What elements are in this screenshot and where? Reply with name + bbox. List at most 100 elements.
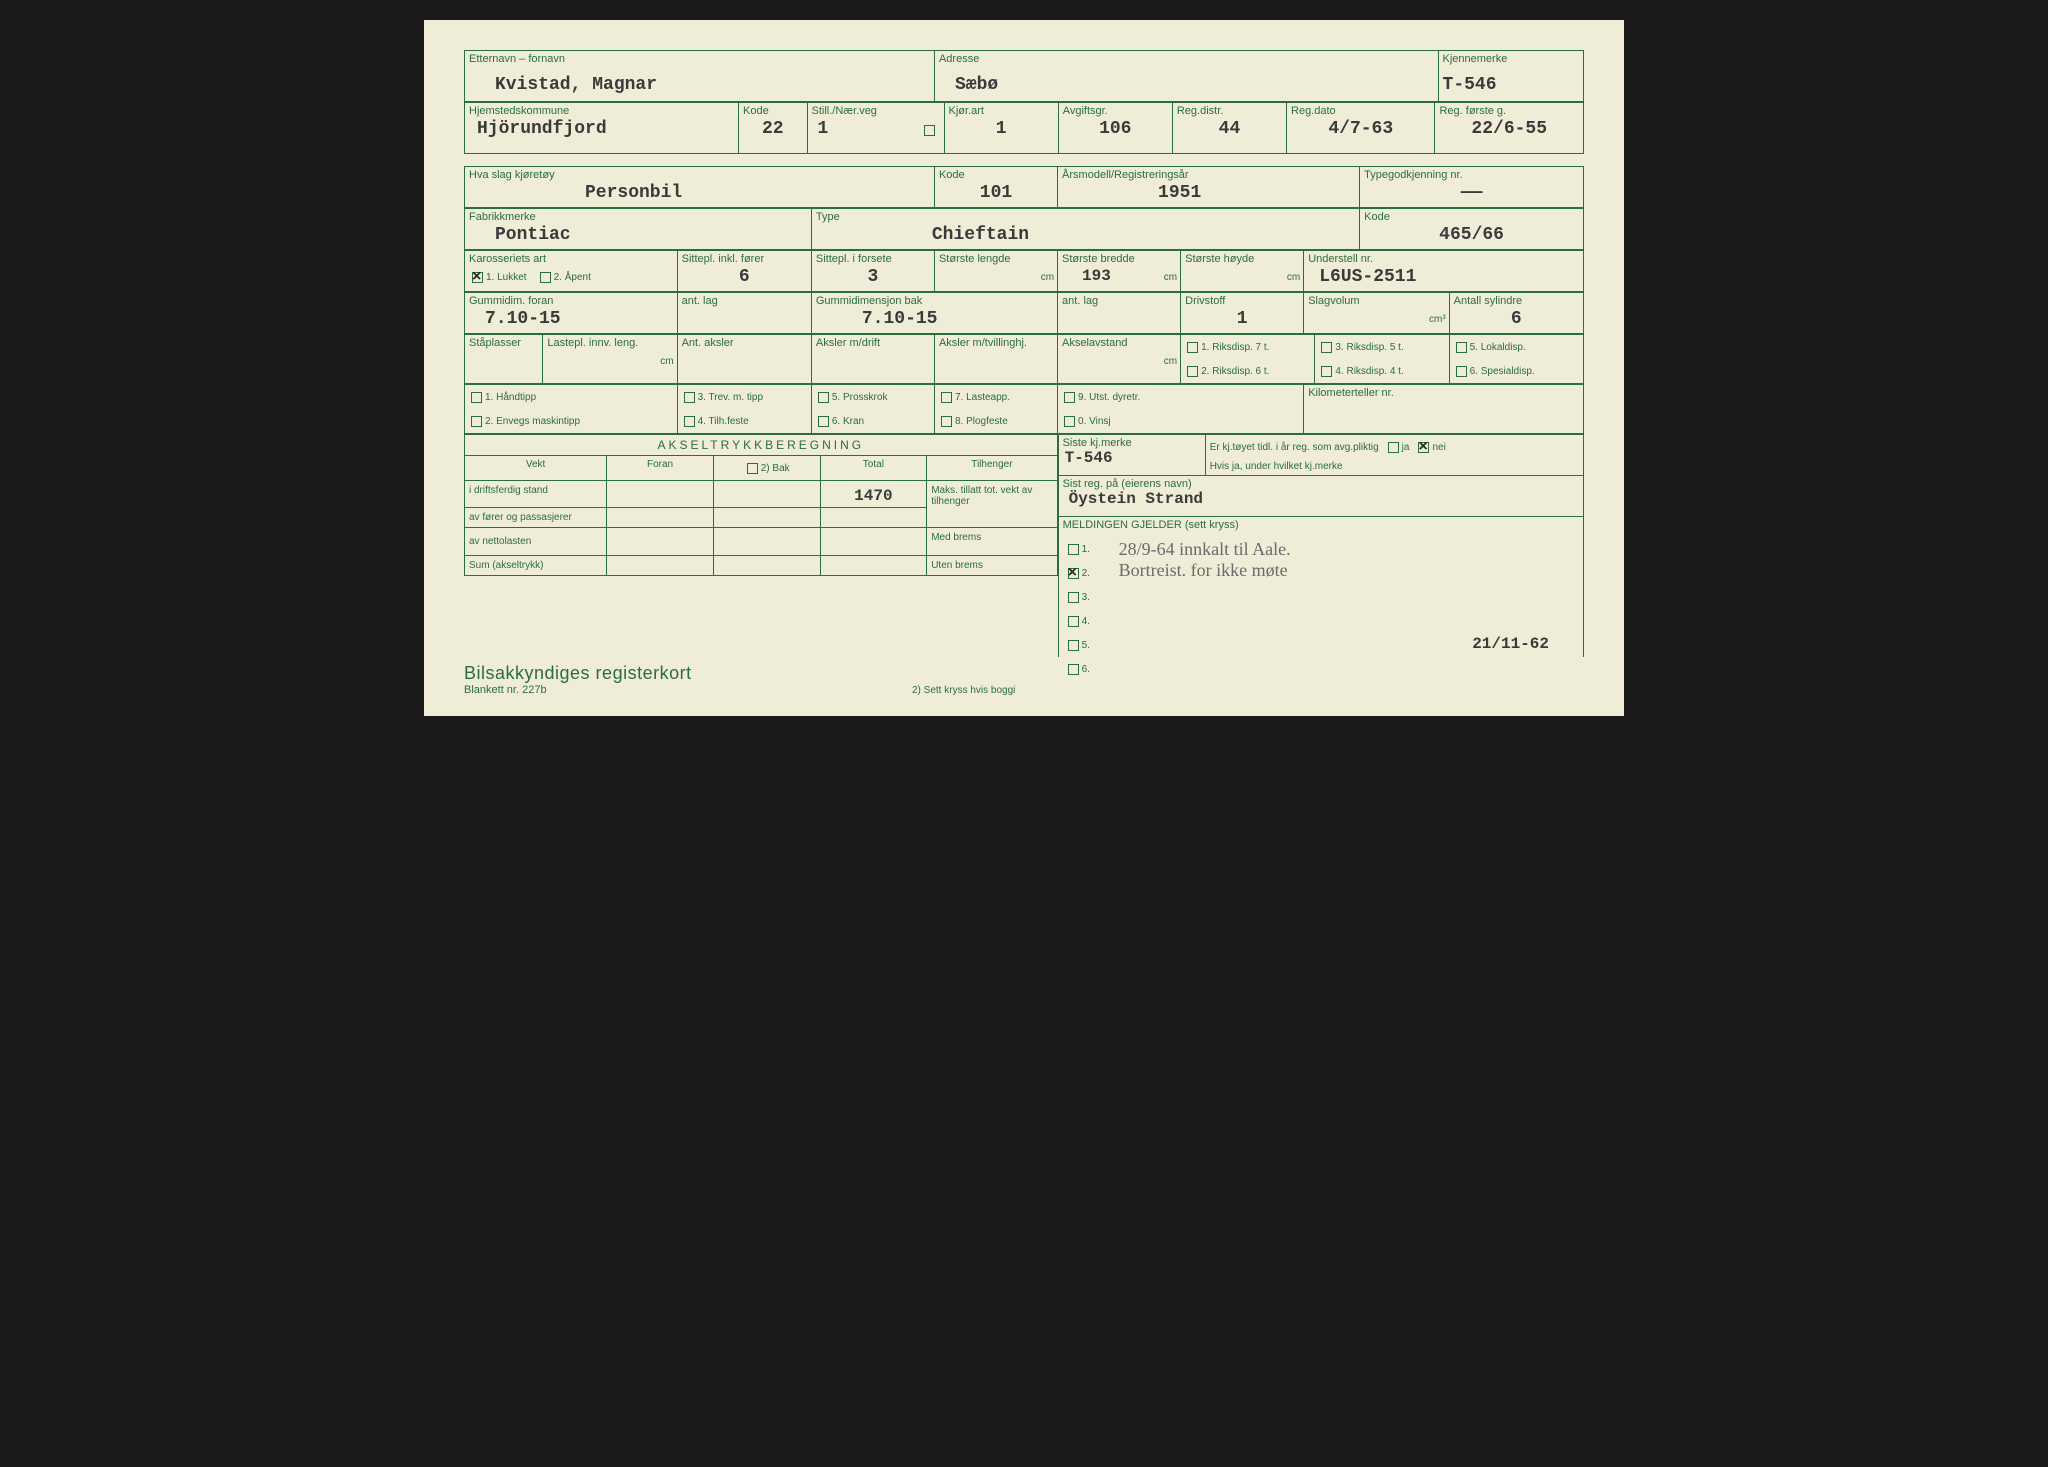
erkj-nei-cb[interactable] [1418,442,1429,453]
meld-cb-6[interactable] [1068,664,1079,675]
siste-kj-label: Siste kj.merke [1059,435,1205,449]
antlag2-label: ant. lag [1058,293,1180,307]
regdistr-label: Reg.distr. [1173,103,1286,117]
kode-value: 22 [739,117,806,143]
still-checkbox[interactable] [924,125,935,136]
km-label: Kilometerteller nr. [1304,385,1583,399]
etternavn-label: Etternavn – fornavn [465,51,934,65]
cb-opt9[interactable] [1064,392,1075,403]
riksdisp-cb-3[interactable] [1321,342,1332,353]
karosseri-checkbox-1[interactable] [472,272,483,283]
axle-col-vekt: Vekt [465,456,606,473]
lokaldisp-cb[interactable] [1456,342,1467,353]
slagvolum-label: Slagvolum [1304,293,1448,307]
antaksler-label: Ant. aksler [678,335,811,349]
arsmodell-label: Årsmodell/Registreringsår [1058,167,1359,181]
riksdisp-cb-4[interactable] [1321,366,1332,377]
riksdisp-2: 2. Riksdisp. 6 t. [1201,366,1269,377]
meld-cb-3[interactable] [1068,592,1079,603]
meld-cb-5[interactable] [1068,640,1079,651]
riksdisp-1: 1. Riksdisp. 7 t. [1201,342,1269,353]
meld-cb-4[interactable] [1068,616,1079,627]
fabrikk-value: Pontiac [465,223,811,249]
meld-cb-1[interactable] [1068,544,1079,555]
akselavstand-label: Akselavstand [1058,335,1180,349]
storste-lengde-label: Største lengde [935,251,1057,265]
opt3: 3. Trev. m. tipp [698,392,763,403]
drivstoff-label: Drivstoff [1181,293,1303,307]
cm-unit: cm [1164,272,1180,283]
storste-bredde-label: Største bredde [1058,251,1180,265]
avgiftsgr-value: 106 [1059,117,1172,143]
erkj-ja-cb[interactable] [1388,442,1399,453]
opt4: 4. Tilh.feste [698,416,749,427]
tilh-text3: Uten brems [927,556,1056,575]
kode4-value: 465/66 [1360,223,1583,249]
cb-opt6[interactable] [818,416,829,427]
kjennemerke-label: Kjennemerke [1439,51,1583,65]
cm-unit: cm [1164,356,1180,367]
kode-label: Kode [739,103,806,117]
karosseri-opt1: 1. Lukket [486,272,527,283]
handwritten-note-1: 28/9-64 innkalt til Aale. [1119,539,1573,560]
cb-opt0[interactable] [1064,416,1075,427]
cb-opt8[interactable] [941,416,952,427]
cm-unit: cm [1287,272,1303,283]
axle-col-tilhenger: Tilhenger [927,456,1056,473]
row2-table: Hjemstedskommune Hjörundfjord Kode 22 St… [464,102,1584,154]
cb-opt5[interactable] [818,392,829,403]
karosseri-checkbox-2[interactable] [540,272,551,283]
row5-table: Karosseriets art 1. Lukket 2. Åpent Sitt… [464,250,1584,292]
type-label: Type [812,209,1359,223]
cb-opt1[interactable] [471,392,482,403]
avgiftsgr-label: Avgiftsgr. [1059,103,1172,117]
sistreg-value: Öystein Strand [1059,490,1583,510]
kode3-value: 101 [935,181,1057,207]
axle-col-total: Total [821,456,927,473]
tilh-text1: Maks. tillatt tot. vekt av tilhenger [927,481,1056,511]
cb-opt7[interactable] [941,392,952,403]
sistreg-label: Sist reg. på (eierens navn) [1059,476,1583,490]
storste-hoyde-label: Største høyde [1181,251,1303,265]
cb-opt4[interactable] [684,416,695,427]
adresse-value: Sæbø [935,65,1438,99]
gummi-foran-label: Gummidim. foran [465,293,677,307]
sittepl-forsete-label: Sittepl. i forsete [812,251,934,265]
understell-value: L6US-2511 [1304,265,1583,291]
typegodk-value: —— [1360,181,1583,207]
riksdisp-cb-2[interactable] [1187,366,1198,377]
regforste-label: Reg. første g. [1435,103,1583,117]
meldingen-label: MELDINGEN GJELDER (sett kryss) [1059,517,1583,531]
spesialdisp-cb[interactable] [1456,366,1467,377]
still-label: Still./Nær.veg [808,103,944,117]
axle-row1-total: 1470 [821,481,927,507]
opt9: 9. Utst. dyretr. [1078,392,1140,403]
opt7: 7. Lasteapp. [955,392,1010,403]
meld-3: 3. [1082,592,1090,603]
hjemsted-value: Hjörundfjord [465,117,738,143]
handwritten-note-2: Bortreist. for ikke møte [1119,560,1573,581]
antlag1-label: ant. lag [678,293,811,307]
karosseri-opt2: 2. Åpent [554,272,591,283]
kjennemerke-value: T-546 [1439,65,1583,99]
meld-cb-2[interactable] [1068,568,1079,579]
cb-opt2[interactable] [471,416,482,427]
opt6: 6. Kran [832,416,864,427]
kjorart-value: 1 [945,117,1058,143]
karosseri-label: Karosseriets art [465,251,677,265]
cm3-unit: cm³ [1429,314,1449,325]
sylindre-label: Antall sylindre [1450,293,1583,307]
lokaldisp-5: 5. Lokaldisp. [1470,342,1526,353]
etternavn-value: Kvistad, Magnar [465,65,934,99]
riksdisp-cb-1[interactable] [1187,342,1198,353]
cb-opt3[interactable] [684,392,695,403]
gummi-foran-value: 7.10-15 [465,307,677,333]
hjemsted-label: Hjemstedskommune [465,103,738,117]
opt1: 1. Håndtipp [485,392,536,403]
meld-2: 2. [1082,568,1090,579]
bak-checkbox[interactable] [747,463,758,474]
type-value: Chieftain [812,223,1359,249]
bottom-section: AKSELTRYKKBEREGNING Vekt Foran 2) Bak To… [464,434,1584,657]
row6-table: Gummidim. foran 7.10-15 ant. lag Gummidi… [464,292,1584,334]
form-title: Bilsakkyndiges registerkort [464,663,912,684]
